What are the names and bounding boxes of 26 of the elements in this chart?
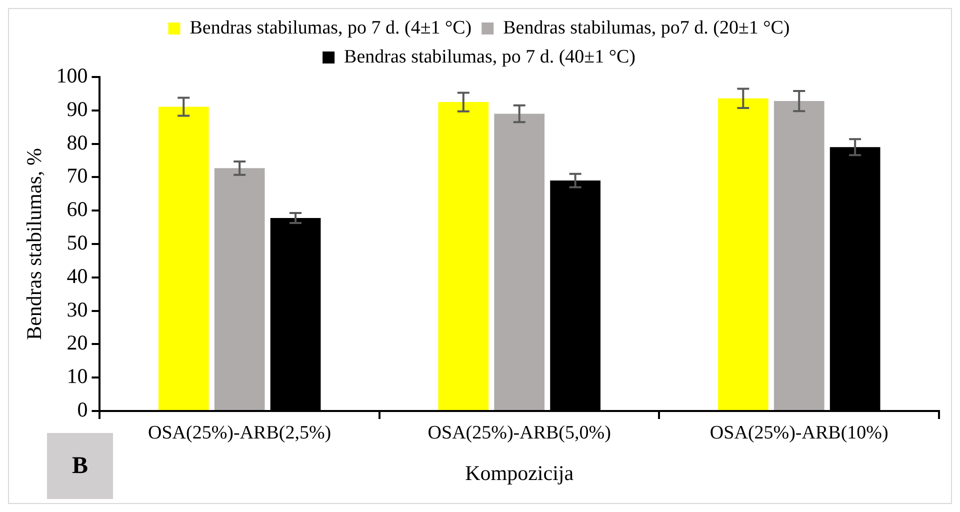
y-tick-label: 100 [56, 64, 88, 88]
y-tick-label: 80 [66, 130, 88, 154]
x-tick-label: OSA(25%)-ARB(2,5%) [148, 422, 332, 444]
y-tick-label: 60 [66, 197, 88, 222]
y-tick-label: 90 [66, 96, 88, 121]
bar [774, 101, 824, 410]
text: B [47, 433, 113, 499]
y-tick-label: 0 [77, 398, 88, 422]
y-tick-label: 20 [66, 330, 88, 355]
legend-label: Bendras stabilumas, po 7 d. (4±1 °C) [190, 17, 472, 38]
bar [494, 114, 545, 410]
y-tick-label: 70 [66, 164, 88, 188]
x-tick-label: OSA(25%)-ARB(10%) [710, 422, 888, 444]
legend-label: Bendras stabilumas, po7 d. (20±1 °C) [503, 17, 790, 38]
y-tick-label: 40 [66, 264, 88, 288]
x-axis-title: Kompozicija [465, 460, 574, 485]
legend-label: Bendras stabilumas, po 7 d. (40±1 °C) [344, 46, 636, 68]
x-tick-label: OSA(25%)-ARB(5,0%) [428, 422, 611, 444]
y-tick-label: 10 [66, 364, 88, 388]
bar [438, 102, 489, 410]
bar [158, 106, 209, 410]
y-axis-title: Bendras stabilumas, % [22, 148, 46, 340]
bar [214, 168, 265, 410]
y-tick-label: 50 [66, 230, 88, 255]
y-tick-label: 30 [66, 297, 88, 322]
bar [718, 98, 768, 410]
